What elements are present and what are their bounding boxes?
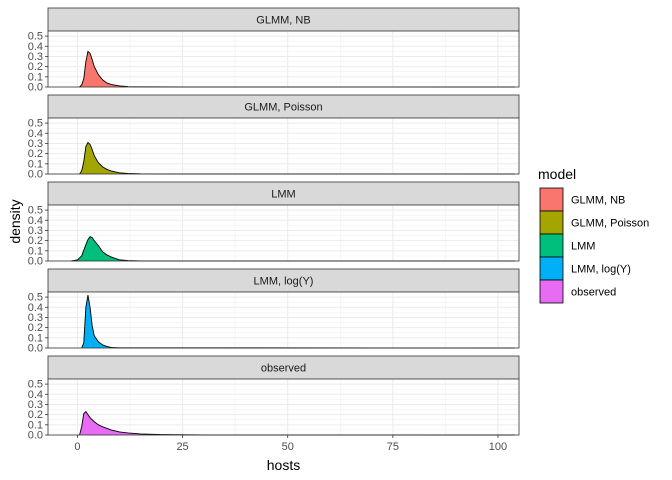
- x-axis-title: hosts: [267, 457, 300, 473]
- y-tick-label: 0.2: [28, 409, 43, 421]
- y-tick-label: 0.3: [28, 312, 43, 324]
- x-tick-label: 50: [282, 441, 294, 453]
- facet-strip-label: LMM: [271, 189, 295, 201]
- facet-panel: LMM 0.00.10.20.30.40.5: [28, 181, 520, 268]
- y-tick-label: 0.0: [28, 82, 43, 94]
- legend-label: LMM: [571, 241, 595, 253]
- panel-border: [47, 378, 520, 436]
- facet-panel: observed 0.00.10.20.30.40.5: [28, 355, 520, 442]
- density-outline: [81, 294, 515, 349]
- panel-background: [48, 292, 519, 348]
- y-tick-label: 0.1: [28, 419, 43, 431]
- facet-strip-label: GLMM, Poisson: [244, 102, 322, 114]
- facet-panel: GLMM, NB 0.00.10.20.30.40.5: [28, 7, 520, 94]
- y-tick-label: 0.5: [28, 379, 43, 391]
- facet-strip-label: observed: [261, 363, 306, 375]
- y-tick-label: 0.2: [28, 322, 43, 334]
- y-tick-label: 0.1: [28, 332, 43, 344]
- y-tick-label: 0.5: [28, 292, 43, 304]
- facet-strip-label: LMM, log(Y): [254, 276, 314, 288]
- facet-panel: GLMM, Poisson 0.00.10.20.30.40.5: [28, 94, 520, 181]
- legend-key: [539, 210, 564, 235]
- y-tick-label: 0.4: [28, 302, 43, 314]
- panel-background: [48, 379, 519, 435]
- panel-background: [48, 118, 519, 174]
- y-tick-label: 0.3: [28, 225, 43, 237]
- y-tick-label: 0.4: [28, 215, 43, 227]
- legend-label: LMM, log(Y): [571, 264, 631, 276]
- y-tick-label: 0.3: [28, 138, 43, 150]
- legend-key: [539, 233, 564, 258]
- y-tick-label: 0.5: [28, 31, 43, 43]
- density-outline: [79, 141, 515, 175]
- y-tick-label: 0.2: [28, 61, 43, 73]
- panel-background: [48, 205, 519, 261]
- y-tick-label: 0.3: [28, 51, 43, 63]
- legend-key: [539, 187, 564, 212]
- panel-background: [48, 31, 519, 87]
- legend-label: observed: [571, 287, 616, 299]
- density-outline: [79, 410, 515, 436]
- y-tick-label: 0.5: [28, 205, 43, 217]
- y-tick-label: 0.3: [28, 399, 43, 411]
- y-tick-label: 0.1: [28, 71, 43, 83]
- y-tick-label: 0.4: [28, 389, 43, 401]
- facet-panel: LMM, log(Y) 0.00.10.20.30.40.5: [28, 268, 520, 355]
- y-tick-label: 0.2: [28, 148, 43, 160]
- y-tick-label: 0.0: [28, 256, 43, 268]
- y-tick-label: 0.0: [28, 430, 43, 442]
- panel-border: [47, 204, 520, 262]
- panel-border: [47, 117, 520, 175]
- legend-key: [539, 279, 564, 304]
- y-tick-label: 0.4: [28, 128, 43, 140]
- y-tick-label: 0.2: [28, 235, 43, 247]
- legend-label: GLMM, NB: [571, 195, 625, 207]
- panel-border: [47, 30, 520, 88]
- y-tick-label: 0.0: [28, 343, 43, 355]
- x-tick-label: 25: [176, 441, 188, 453]
- y-tick-label: 0.1: [28, 245, 43, 257]
- y-tick-label: 0.1: [28, 158, 43, 170]
- y-tick-label: 0.0: [28, 169, 43, 181]
- y-axis-title: density: [7, 199, 23, 243]
- facet-strip-label: GLMM, NB: [256, 15, 310, 27]
- density-outline: [71, 235, 515, 262]
- x-tick-label: 100: [489, 441, 507, 453]
- legend-label: GLMM, Poisson: [571, 218, 649, 230]
- y-tick-label: 0.4: [28, 41, 43, 53]
- legend-key: [539, 256, 564, 281]
- x-tick-label: 75: [387, 441, 399, 453]
- legend-title: model: [538, 166, 576, 182]
- y-tick-label: 0.5: [28, 118, 43, 130]
- x-tick-label: 0: [74, 441, 80, 453]
- panel-border: [47, 291, 520, 349]
- legend: model GLMM, NB GLMM, Poisson LMM LMM, log(Y)…: [538, 166, 649, 304]
